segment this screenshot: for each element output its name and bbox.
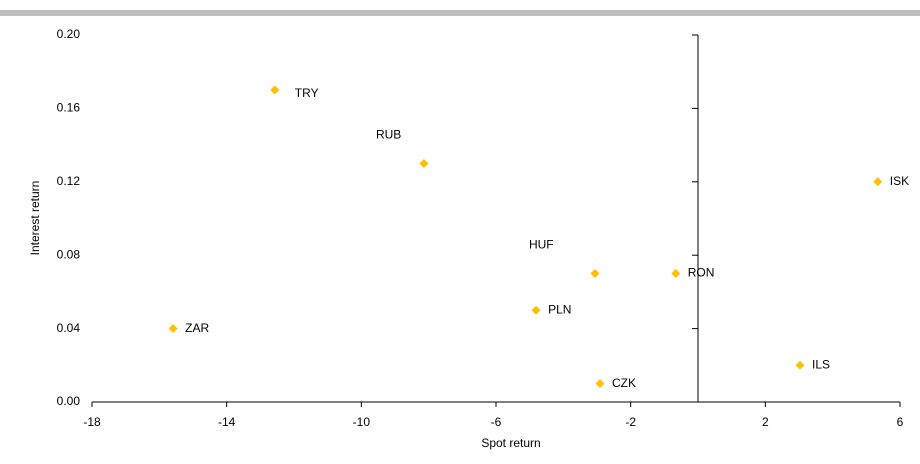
point bbox=[671, 269, 681, 279]
x-tick-label: -14 bbox=[218, 415, 236, 429]
point bbox=[168, 324, 178, 334]
point-label: RUB bbox=[376, 128, 401, 142]
point bbox=[795, 360, 805, 370]
y-tick-label: 0.12 bbox=[57, 174, 81, 188]
point bbox=[595, 379, 605, 389]
point bbox=[270, 85, 280, 95]
x-tick-label: -10 bbox=[353, 415, 371, 429]
x-tick-label: -6 bbox=[491, 415, 502, 429]
point-label: TRY bbox=[295, 86, 319, 100]
x-axis-title: Spot return bbox=[481, 436, 540, 450]
point-label: RON bbox=[688, 266, 715, 280]
y-tick-label: 0.16 bbox=[57, 101, 81, 115]
y-axis-title: Interest return bbox=[28, 181, 42, 256]
point bbox=[590, 269, 600, 279]
point-label: ZAR bbox=[185, 321, 209, 335]
y-tick-label: 0.04 bbox=[57, 321, 81, 335]
x-tick-label: 2 bbox=[762, 415, 769, 429]
point bbox=[531, 305, 541, 315]
point-label: PLN bbox=[548, 302, 571, 316]
x-tick-label: -2 bbox=[625, 415, 636, 429]
point bbox=[419, 158, 429, 168]
y-tick-label: 0.08 bbox=[57, 247, 81, 261]
point-label: ILS bbox=[812, 357, 830, 371]
point-label: HUF bbox=[529, 238, 554, 252]
point bbox=[873, 177, 883, 187]
y-tick-label: 0.00 bbox=[57, 394, 81, 408]
header-bar bbox=[0, 10, 920, 16]
point-label: ISK bbox=[890, 174, 909, 188]
point-label: CZK bbox=[612, 376, 636, 390]
x-tick-label: 6 bbox=[897, 415, 904, 429]
y-tick-label: 0.20 bbox=[57, 27, 81, 41]
x-tick-label: -18 bbox=[83, 415, 101, 429]
